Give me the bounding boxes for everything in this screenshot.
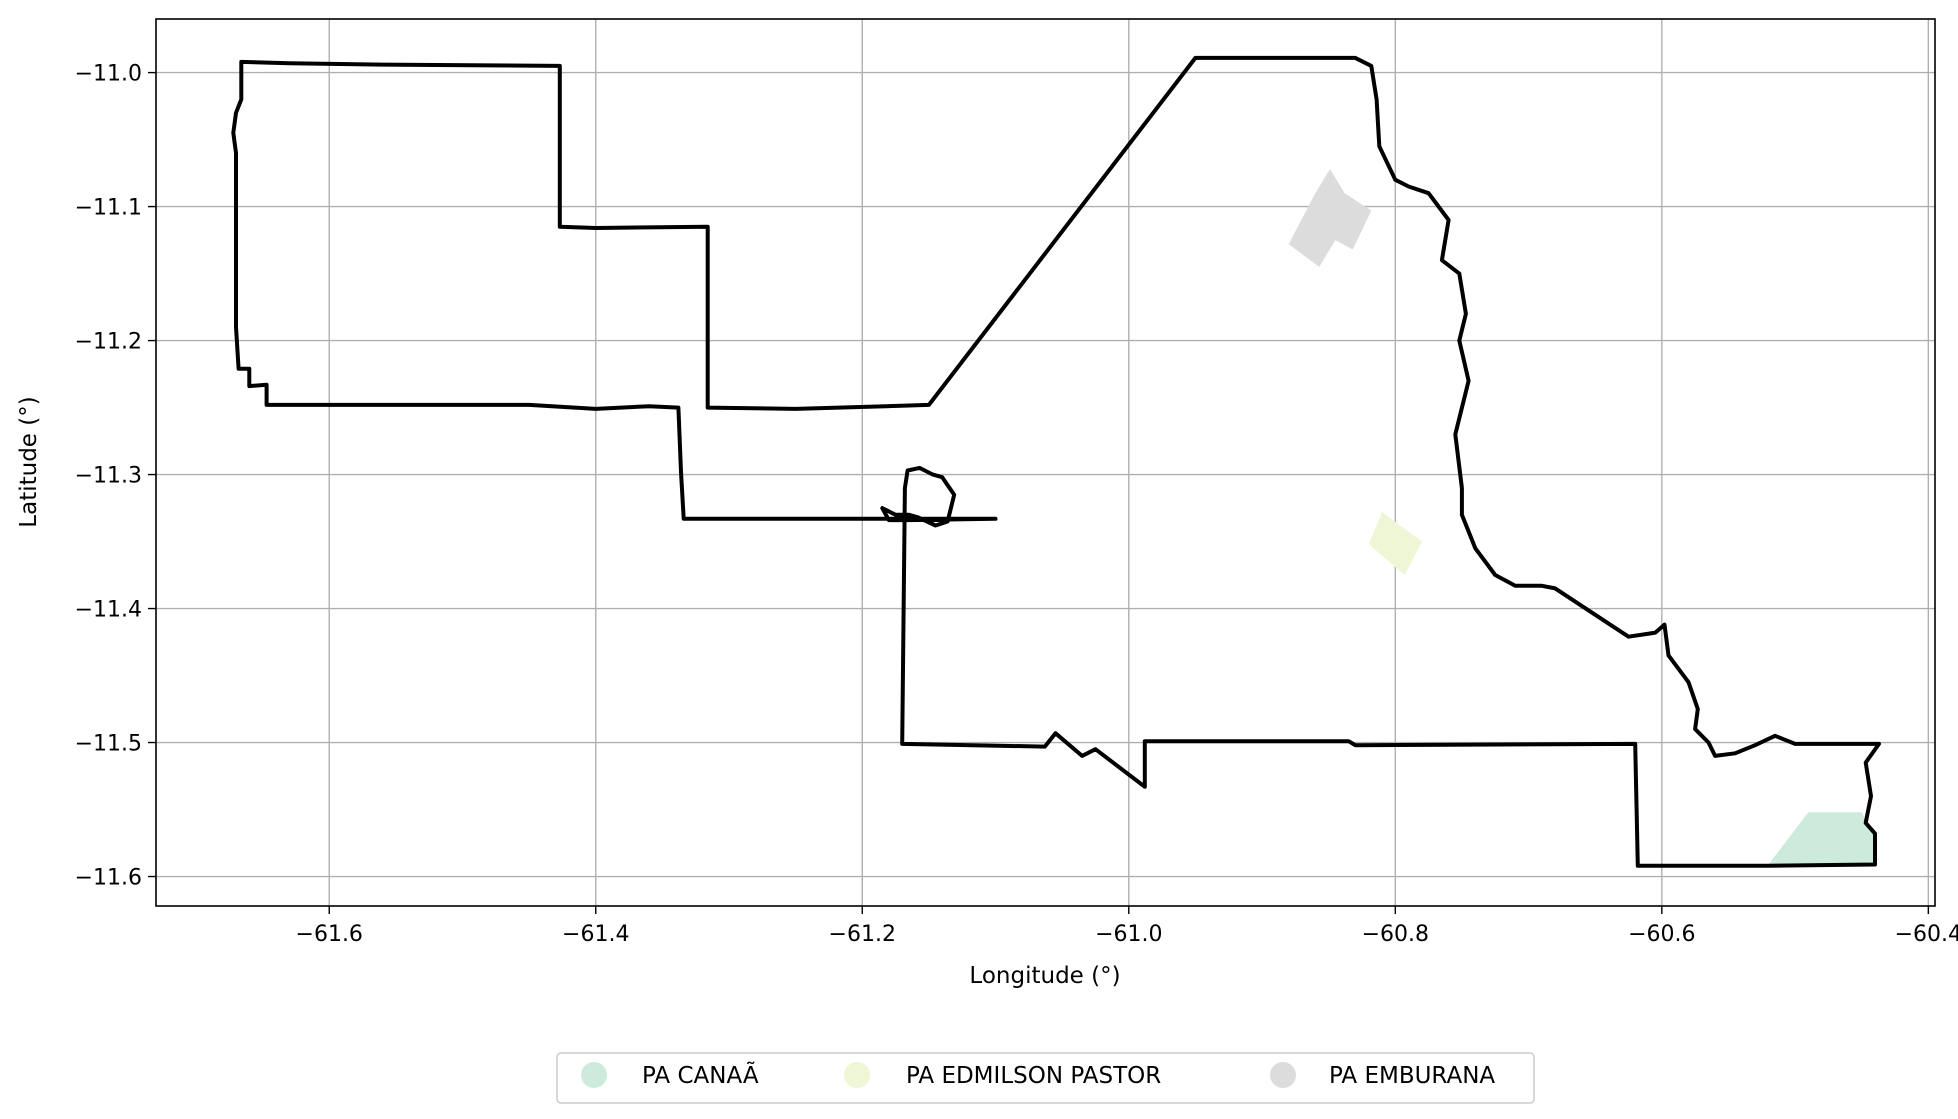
x-tick-label: −61.4 bbox=[562, 922, 629, 947]
region-pa-edmilson-pastor bbox=[1368, 512, 1422, 575]
plot-frame bbox=[155, 18, 1936, 907]
legend: PA CANAÃ PA EDMILSON PASTOR PA EMBURANA bbox=[556, 1052, 1535, 1104]
y-tick-label: −11.1 bbox=[75, 196, 142, 221]
legend-item-pa-edmilson-pastor: PA EDMILSON PASTOR bbox=[844, 1062, 1161, 1089]
legend-label-pa-edmilson-pastor: PA EDMILSON PASTOR bbox=[906, 1063, 1161, 1089]
y-tick-label: −11.6 bbox=[75, 866, 142, 891]
x-tick-label: −61.0 bbox=[1095, 922, 1162, 947]
y-tick-label: −11.0 bbox=[75, 62, 142, 87]
y-tick-label: −11.5 bbox=[75, 732, 142, 757]
y-tick-label: −11.3 bbox=[75, 464, 142, 489]
boundary-line bbox=[231, 55, 1881, 868]
x-tick-label: −60.8 bbox=[1362, 922, 1429, 947]
region-pa-canaa bbox=[1768, 812, 1875, 865]
y-tick-label: −11.4 bbox=[75, 598, 142, 623]
legend-label-pa-canaa: PA CANAÃ bbox=[642, 1061, 759, 1089]
legend-item-pa-emburana: PA EMBURANA bbox=[1270, 1062, 1495, 1089]
legend-marker-pa-edmilson-pastor bbox=[844, 1062, 870, 1088]
region-pa-emburana bbox=[1288, 169, 1372, 267]
y-tick-label: −11.2 bbox=[75, 330, 142, 355]
legend-label-pa-emburana: PA EMBURANA bbox=[1329, 1063, 1495, 1089]
municipality-boundary bbox=[231, 55, 1881, 868]
y-axis-label: Latitude (°) bbox=[16, 396, 42, 527]
x-tick-label: −61.2 bbox=[829, 922, 896, 947]
x-axis-label: Longitude (°) bbox=[969, 963, 1120, 989]
x-tick-label: −60.6 bbox=[1628, 922, 1695, 947]
x-tick-label: −61.6 bbox=[296, 922, 363, 947]
legend-marker-pa-canaa bbox=[581, 1062, 607, 1088]
settlement-regions bbox=[1288, 169, 1875, 865]
legend-item-pa-canaa: PA CANAÃ bbox=[581, 1061, 759, 1089]
axis-ticks: −61.6 −61.4 −61.2 −61.0 −60.8 −60.6 −60.4 −11.0… bbox=[75, 62, 1958, 947]
x-tick-label: −60.4 bbox=[1895, 922, 1958, 947]
legend-marker-pa-emburana bbox=[1270, 1062, 1296, 1088]
